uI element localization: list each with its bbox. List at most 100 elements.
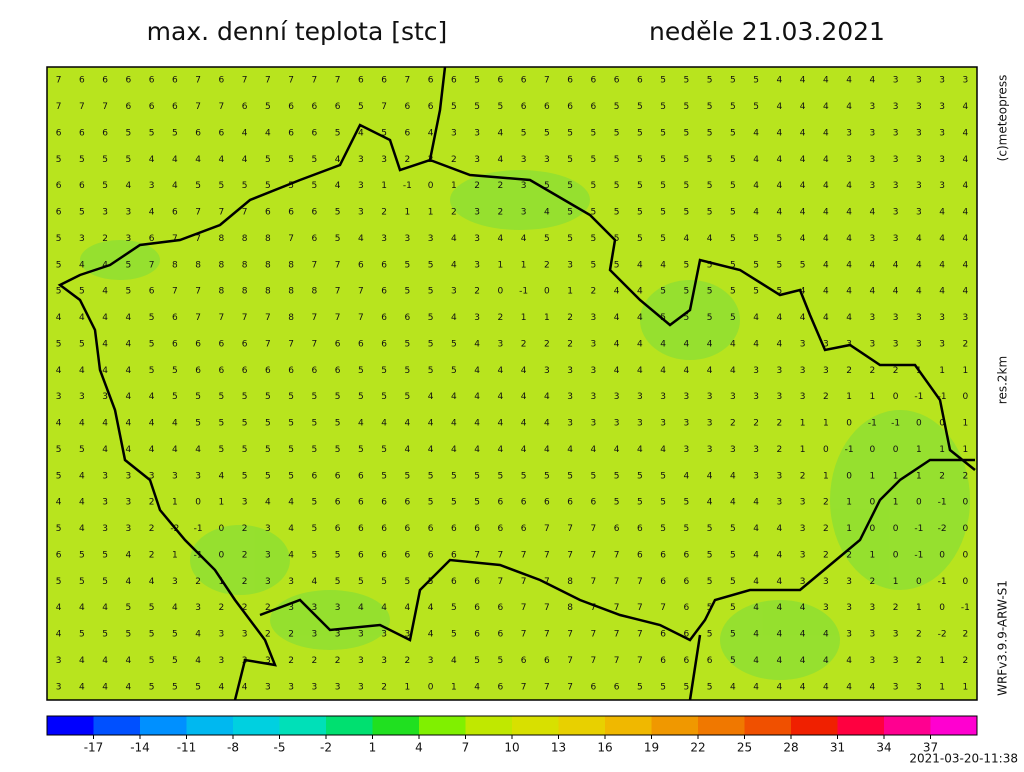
grid-value: 6 <box>381 287 387 297</box>
grid-value: 2 <box>195 577 201 587</box>
grid-value: 4 <box>149 445 155 455</box>
grid-value: 7 <box>242 208 248 218</box>
grid-value: 5 <box>56 577 62 587</box>
grid-value: 4 <box>730 339 736 349</box>
grid-value: 5 <box>684 498 690 508</box>
colorbar-swatch <box>140 716 187 735</box>
grid-value: 4 <box>79 471 85 481</box>
grid-value: 3 <box>451 287 457 297</box>
grid-value: 4 <box>126 392 132 402</box>
grid-value: 6 <box>428 524 434 534</box>
grid-value: 5 <box>79 208 85 218</box>
grid-value: 3 <box>265 682 271 692</box>
grid-value: 3 <box>567 260 573 270</box>
grid-value: 4 <box>79 498 85 508</box>
grid-value: 7 <box>544 603 550 613</box>
grid-value: 4 <box>474 366 480 376</box>
grid-value: 4 <box>79 260 85 270</box>
grid-value: 3 <box>800 498 806 508</box>
grid-value: 4 <box>102 445 108 455</box>
grid-value: 3 <box>79 392 85 402</box>
grid-value: 2 <box>963 630 969 640</box>
colorbar-tick-label: -8 <box>227 741 239 755</box>
grid-value: 4 <box>265 128 271 138</box>
grid-value: 5 <box>288 392 294 402</box>
grid-value: 3 <box>312 630 318 640</box>
grid-value: 4 <box>428 445 434 455</box>
grid-value: 3 <box>195 471 201 481</box>
grid-value: 0 <box>870 524 876 534</box>
grid-value: 2 <box>730 419 736 429</box>
grid-value: 7 <box>265 313 271 323</box>
grid-value: 4 <box>451 392 457 402</box>
colorbar-swatch <box>93 716 141 735</box>
grid-value: 3 <box>893 76 899 86</box>
grid-value: 7 <box>544 76 550 86</box>
grid-value: 0 <box>916 577 922 587</box>
grid-value: 4 <box>870 682 876 692</box>
colorbar-tick-label: 1 <box>369 741 377 755</box>
grid-value: 6 <box>591 682 597 692</box>
grid-value: 5 <box>730 287 736 297</box>
colorbar-swatch <box>233 716 280 735</box>
grid-value: 4 <box>544 445 550 455</box>
grid-value: 4 <box>56 630 62 640</box>
grid-value: 5 <box>498 471 504 481</box>
grid-value: 5 <box>288 419 294 429</box>
grid-value: 2 <box>800 471 806 481</box>
grid-value: 1 <box>219 498 225 508</box>
grid-value: 4 <box>126 550 132 560</box>
grid-value: 5 <box>149 366 155 376</box>
grid-value: 4 <box>800 208 806 218</box>
grid-value: 5 <box>637 682 643 692</box>
grid-value: 5 <box>288 471 294 481</box>
grid-value: 3 <box>846 577 852 587</box>
grid-value: 5 <box>614 498 620 508</box>
grid-value: 7 <box>265 339 271 349</box>
grid-value: 2 <box>149 524 155 534</box>
grid-value: 5 <box>265 445 271 455</box>
grid-value: 5 <box>591 128 597 138</box>
grid-value: 4 <box>591 445 597 455</box>
grid-value: 4 <box>660 445 666 455</box>
grid-value: 3 <box>916 339 922 349</box>
grid-value: 4 <box>358 419 364 429</box>
grid-value: 0 <box>544 287 550 297</box>
grid-value: 3 <box>707 392 713 402</box>
grid-value: 3 <box>381 234 387 244</box>
grid-value: 4 <box>753 181 759 191</box>
grid-value: 1 <box>567 287 573 297</box>
grid-value: 4 <box>846 102 852 112</box>
grid-value: 6 <box>660 656 666 666</box>
grid-value: 5 <box>730 76 736 86</box>
grid-value: 7 <box>56 76 62 86</box>
grid-value: 3 <box>846 630 852 640</box>
grid-value: 5 <box>428 287 434 297</box>
grid-value: 6 <box>335 524 341 534</box>
grid-value: 5 <box>335 419 341 429</box>
grid-value: 2 <box>312 656 318 666</box>
grid-value: 2 <box>288 656 294 666</box>
grid-value: 5 <box>451 630 457 640</box>
grid-value: 5 <box>405 366 411 376</box>
grid-value: 5 <box>335 128 341 138</box>
grid-value: 4 <box>637 366 643 376</box>
grid-value: 5 <box>660 128 666 138</box>
grid-value: 8 <box>265 260 271 270</box>
grid-value: 3 <box>800 550 806 560</box>
grid-value: 6 <box>265 366 271 376</box>
grid-value: 5 <box>288 445 294 455</box>
grid-value: 3 <box>870 155 876 165</box>
grid-value: 4 <box>753 339 759 349</box>
grid-value: 5 <box>637 181 643 191</box>
grid-value: 4 <box>777 524 783 534</box>
grid-value: 6 <box>265 208 271 218</box>
grid-value: 3 <box>939 313 945 323</box>
grid-value: 3 <box>172 577 178 587</box>
grid-value: 4 <box>870 287 876 297</box>
grid-value: 7 <box>591 524 597 534</box>
grid-value: 4 <box>823 656 829 666</box>
grid-value: 2 <box>405 656 411 666</box>
grid-value: 4 <box>800 313 806 323</box>
grid-value: 1 <box>939 656 945 666</box>
